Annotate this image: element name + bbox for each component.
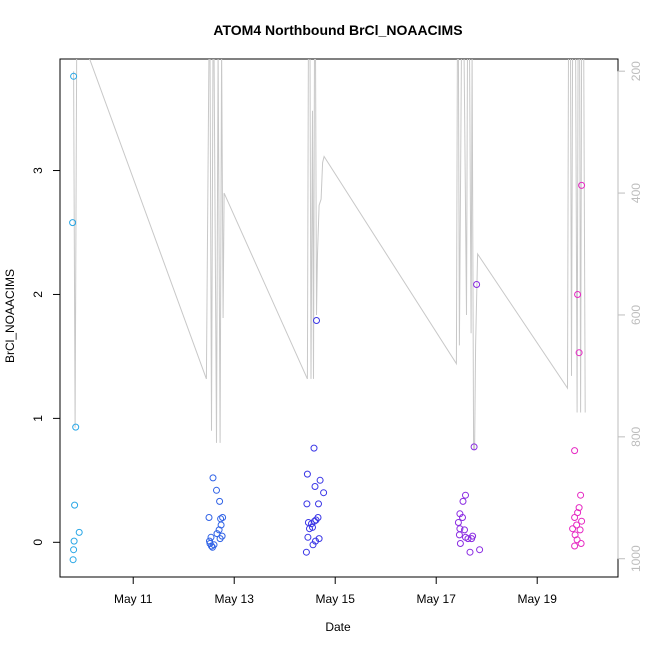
data-point [459, 514, 466, 521]
y2-tick-label: 600 [629, 305, 643, 325]
y2-tick-label: 1000 [629, 545, 643, 572]
x-tick-label: May 17 [417, 592, 457, 606]
data-point [468, 535, 476, 543]
x-tick-label: May 19 [518, 592, 558, 606]
data-point [577, 491, 585, 499]
y2-tick-label: 400 [629, 183, 643, 203]
data-point [456, 540, 464, 547]
x-tick-label: May 15 [316, 592, 356, 606]
data-point [578, 517, 586, 525]
y-tick-label: 3 [31, 167, 45, 174]
data-point [209, 474, 217, 482]
data-point [70, 72, 78, 80]
data-point [302, 548, 310, 556]
data-point [462, 491, 469, 499]
data-point [577, 540, 585, 547]
pressure-trace-group [73, 59, 586, 450]
data-point [578, 181, 586, 189]
data-point [70, 537, 78, 545]
data-point [71, 501, 79, 509]
data-point [569, 525, 577, 533]
data-point [69, 556, 77, 564]
data-point [574, 291, 582, 298]
data-point [574, 509, 582, 517]
data-point [573, 521, 581, 529]
data-point [461, 526, 468, 534]
y2-tick-label: 200 [629, 61, 643, 81]
data-point [303, 470, 311, 478]
data-point [312, 516, 320, 524]
y-tick-label: 0 [31, 539, 45, 546]
data-point [219, 514, 227, 521]
data-point [464, 535, 472, 543]
data-point [215, 526, 223, 534]
x-tick-label: May 13 [215, 592, 255, 606]
data-point [311, 483, 319, 490]
data-point [306, 525, 313, 533]
data-point [473, 281, 481, 288]
data-point [459, 497, 467, 505]
data-point [466, 548, 474, 556]
data-point [476, 546, 484, 554]
y-tick-label: 1 [31, 415, 45, 422]
data-point [575, 349, 583, 357]
data-point [217, 515, 225, 523]
y-tick-label: 2 [31, 291, 45, 298]
data-point [576, 526, 584, 534]
y-axis-right: 200 400 600 800 1000 [617, 61, 643, 572]
data-point [72, 423, 80, 431]
data-point [309, 541, 317, 549]
x-tick-label: May 11 [114, 592, 153, 606]
data-point [571, 514, 579, 521]
plot-frame [59, 58, 619, 578]
data-point [573, 536, 581, 544]
data-point [70, 546, 78, 554]
data-point [313, 317, 320, 324]
data-point [470, 443, 478, 451]
data-point [205, 514, 213, 521]
x-axis-label: Date [325, 620, 351, 634]
pressure-trace-line [73, 59, 586, 450]
y-axis-label: BrCl_NOAACIMS [3, 269, 17, 363]
data-point [210, 541, 218, 549]
data-point [304, 533, 312, 541]
scatter-points-group [69, 72, 586, 564]
data-point [213, 486, 220, 494]
chart-title: ATOM4 Northbound BrCl_NOAACIMS [213, 22, 462, 38]
data-point [310, 444, 318, 452]
data-point [320, 489, 328, 497]
data-point [303, 500, 311, 508]
data-point [455, 531, 463, 539]
x-axis: May 11 May 13 May 15 May 17 May 19 [114, 576, 558, 606]
data-point [207, 533, 215, 541]
data-point [571, 447, 579, 455]
data-point [316, 476, 324, 484]
y2-tick-label: 800 [629, 427, 643, 447]
data-point [216, 497, 224, 505]
data-point [216, 535, 224, 543]
data-point [575, 504, 583, 512]
y-axis-left: 0 1 2 3 [31, 167, 61, 546]
data-point [571, 542, 579, 550]
data-point [454, 519, 462, 526]
data-point [315, 500, 322, 508]
data-point [75, 528, 83, 536]
data-point [69, 219, 77, 227]
